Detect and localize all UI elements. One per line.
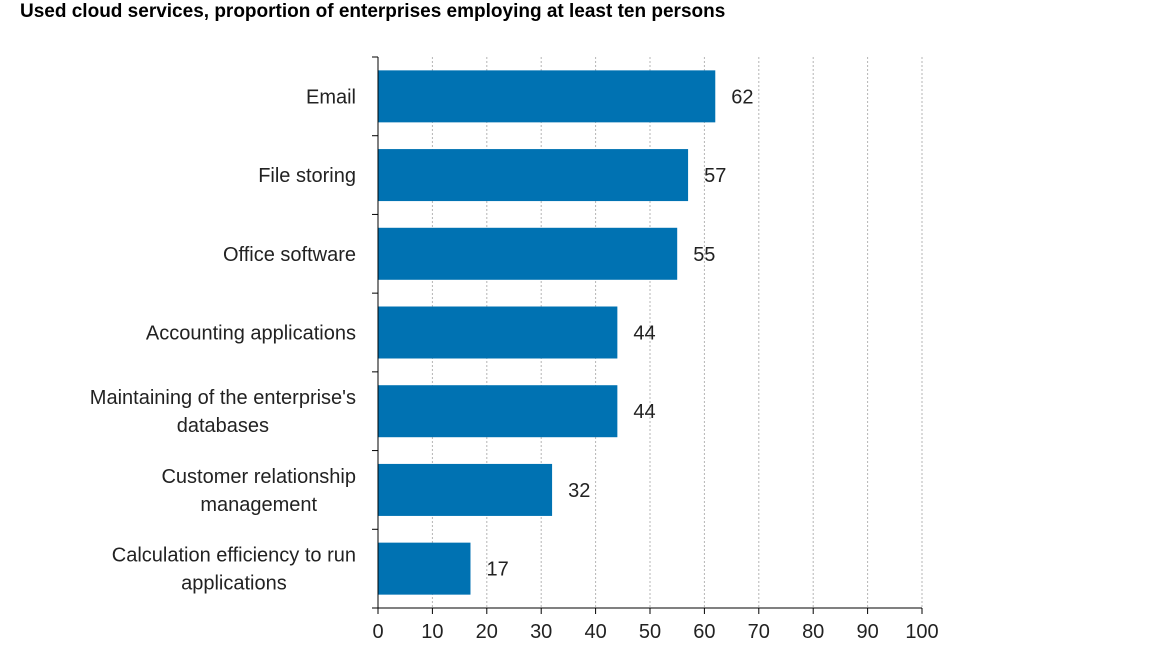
bar-5	[378, 463, 553, 516]
bar-3	[378, 306, 618, 359]
category-label-5-1: management	[200, 494, 317, 516]
category-label-1-0: File storing	[258, 165, 356, 187]
x-tick-label-100: 100	[905, 621, 938, 643]
category-label-6-1: applications	[181, 573, 287, 595]
value-label-3: 44	[633, 323, 655, 345]
value-label-0: 62	[731, 86, 753, 108]
value-label-4: 44	[633, 401, 655, 423]
bar-6	[378, 542, 471, 595]
value-label-6: 17	[486, 559, 508, 581]
bar-1	[378, 149, 689, 202]
x-tick-label-30: 30	[530, 621, 552, 643]
value-label-5: 32	[568, 480, 590, 502]
category-label-4-1: databases	[177, 415, 269, 437]
x-tick-label-10: 10	[421, 621, 443, 643]
x-tick-label-60: 60	[693, 621, 715, 643]
category-label-6-0: Calculation efficiency to run	[112, 545, 356, 567]
x-tick-label-50: 50	[639, 621, 661, 643]
category-label-3-0: Accounting applications	[146, 323, 356, 345]
bar-0	[378, 70, 716, 123]
category-label-4-0: Maintaining of the enterprise's	[90, 387, 356, 409]
value-label-2: 55	[693, 244, 715, 266]
value-label-1: 57	[704, 165, 726, 187]
x-tick-label-20: 20	[476, 621, 498, 643]
bar-4	[378, 385, 618, 438]
category-label-5-0: Customer relationship	[161, 466, 356, 488]
x-tick-label-70: 70	[748, 621, 770, 643]
bar-2	[378, 227, 678, 280]
x-tick-label-0: 0	[372, 621, 383, 643]
category-label-0-0: Email	[306, 86, 356, 108]
chart-title: Used cloud services, proportion of enter…	[20, 1, 726, 22]
x-tick-label-80: 80	[802, 621, 824, 643]
x-tick-label-40: 40	[584, 621, 606, 643]
x-tick-label-90: 90	[856, 621, 878, 643]
category-label-2-0: Office software	[223, 244, 356, 266]
